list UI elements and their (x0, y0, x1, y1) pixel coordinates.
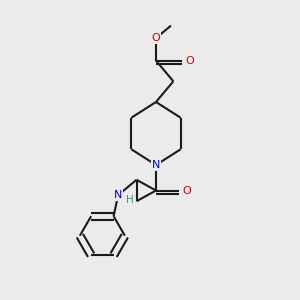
Text: O: O (185, 56, 194, 66)
Text: N: N (152, 160, 160, 170)
Text: H: H (126, 195, 134, 205)
Text: O: O (182, 185, 191, 196)
Text: N: N (114, 190, 122, 200)
Text: O: O (152, 33, 160, 43)
